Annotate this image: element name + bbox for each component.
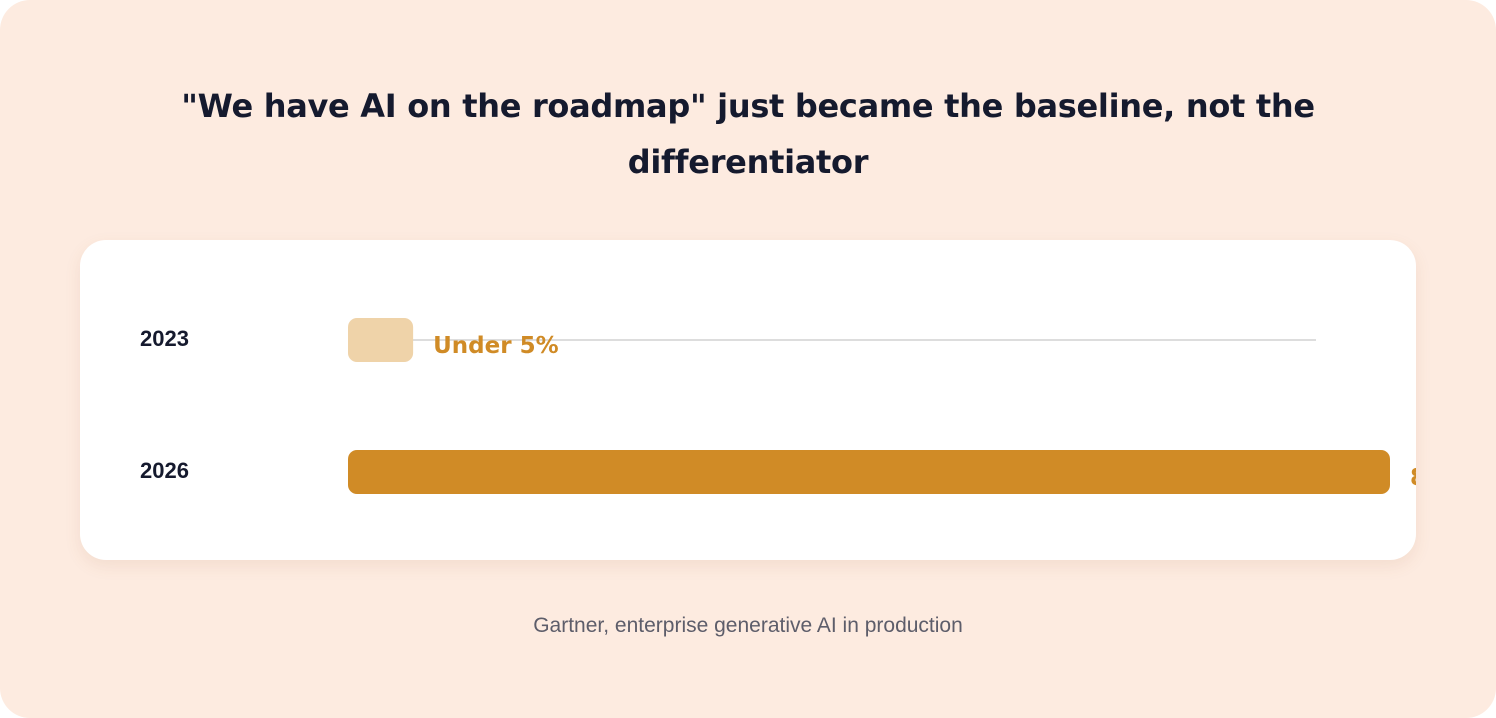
source-note: Gartner, enterprise generative AI in pro…	[533, 614, 963, 637]
bar-2026	[348, 450, 1390, 494]
bar-2023	[348, 318, 414, 362]
category-label-2026: 2026	[140, 458, 189, 483]
category-label-2023: 2023	[140, 326, 189, 351]
chart-title: "We have AI on the roadmap" just became …	[181, 87, 1315, 181]
value-label-2023: Under 5%	[433, 333, 559, 359]
chart-card: 2023 2026 Under 5% 80%	[80, 240, 1416, 560]
bar-plot-area: Under 5% 80%	[348, 318, 1416, 494]
value-label-2026: 80%	[1410, 465, 1416, 491]
